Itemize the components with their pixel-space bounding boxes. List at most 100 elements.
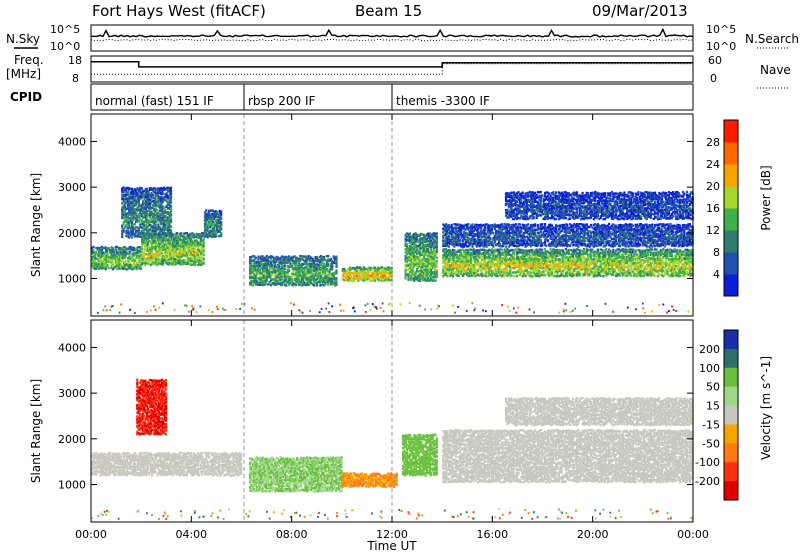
echo-cell (213, 235, 216, 238)
echo-cell (304, 278, 307, 281)
echo-cell (313, 279, 316, 282)
echo-cell (104, 249, 108, 252)
echo-cell (203, 235, 207, 238)
echo-cell (146, 257, 149, 260)
echo-cell (288, 268, 291, 271)
echo-cell (155, 219, 159, 222)
echo-cell (449, 259, 452, 262)
echo-cell (261, 283, 264, 287)
echo-cell (96, 266, 99, 270)
echo-cell (156, 252, 159, 255)
echo-cell (131, 264, 134, 267)
echo-cell (163, 243, 166, 247)
echo-cell (582, 255, 586, 258)
echo-cell (174, 241, 177, 244)
echo-cell (151, 193, 154, 197)
echo-cell (335, 260, 338, 263)
echo-cell (110, 248, 113, 252)
echo-cell (315, 270, 319, 273)
echo-cell (114, 245, 117, 249)
echo-cell (320, 263, 323, 266)
echo-cell (183, 242, 186, 245)
echo-cell (135, 201, 138, 204)
echo-cell (206, 223, 209, 226)
echo-cell (269, 279, 273, 282)
echo-cell (177, 242, 180, 246)
echo-cell (263, 276, 266, 280)
echo-cell (130, 204, 134, 208)
echo-cell (196, 259, 200, 262)
echo-cell (143, 207, 146, 211)
echo-cell (149, 215, 152, 219)
echo-cell (93, 251, 96, 254)
echo-cell (180, 252, 183, 255)
echo-cell (123, 249, 126, 252)
echo-cell (144, 205, 147, 208)
echo-cell (139, 193, 142, 197)
echo-cell (160, 227, 163, 231)
echo-cell (137, 261, 140, 264)
echo-cell (143, 220, 146, 223)
echo-cell (177, 244, 180, 247)
echo-cell (137, 256, 140, 260)
echo-cell (150, 195, 153, 198)
echo-cell (292, 257, 295, 260)
echo-cell (155, 243, 158, 246)
echo-cell (272, 260, 275, 263)
echo-cell (157, 201, 160, 205)
echo-cell (250, 275, 253, 278)
echo-cell (297, 261, 300, 265)
echo-cell (203, 214, 207, 217)
echo-cell (274, 274, 277, 277)
echo-cell (311, 276, 314, 279)
echo-cell (123, 264, 126, 268)
echo-cell (199, 233, 202, 236)
echo-cell (135, 212, 138, 215)
echo-cell (161, 206, 164, 210)
echo-cell (104, 258, 108, 262)
echo-cell (250, 281, 253, 284)
echo-cell (250, 266, 253, 269)
echo-cell (289, 256, 292, 259)
cpid-label: CPID (10, 90, 42, 104)
echo-cell (207, 213, 211, 216)
echo-cell (146, 252, 149, 255)
echo-cell (191, 243, 194, 246)
echo-cell (550, 271, 554, 274)
echo-cell (289, 275, 292, 279)
echo-cell (317, 258, 320, 261)
echo-cell (670, 253, 673, 257)
echo-cell (278, 268, 281, 272)
echo-cell (146, 216, 149, 219)
echo-cell (279, 270, 282, 273)
echo-cell (207, 233, 211, 236)
echo-cell (96, 248, 99, 251)
echo-cell (159, 239, 162, 242)
echo-cell (102, 256, 105, 259)
freq-strip: Freq. [MHz] 18 8 60 0 Nave (6, 53, 791, 89)
echo-cell (283, 279, 287, 282)
echo-cell (161, 219, 164, 222)
echo-cell (149, 198, 152, 202)
echo-cell (142, 243, 145, 246)
echo-cell (162, 259, 165, 262)
echo-cell (267, 263, 270, 266)
echo-cell (321, 264, 324, 268)
echo-cell (147, 224, 150, 227)
echo-cell (131, 259, 134, 262)
echo-cell (132, 267, 135, 270)
echo-cell (322, 276, 326, 280)
echo-cell (128, 202, 131, 205)
echo-cell (167, 237, 170, 240)
echo-cell (189, 251, 193, 254)
echo-cell (271, 255, 274, 258)
echo-cell (274, 272, 277, 276)
echo-cell (218, 215, 221, 218)
echo-cell (152, 255, 155, 258)
echo-cell (213, 216, 216, 219)
echo-cell (95, 267, 98, 270)
echo-cell (251, 279, 254, 283)
echo-cell (633, 270, 636, 273)
echo-cell (281, 264, 284, 267)
echo-cell (272, 265, 275, 269)
